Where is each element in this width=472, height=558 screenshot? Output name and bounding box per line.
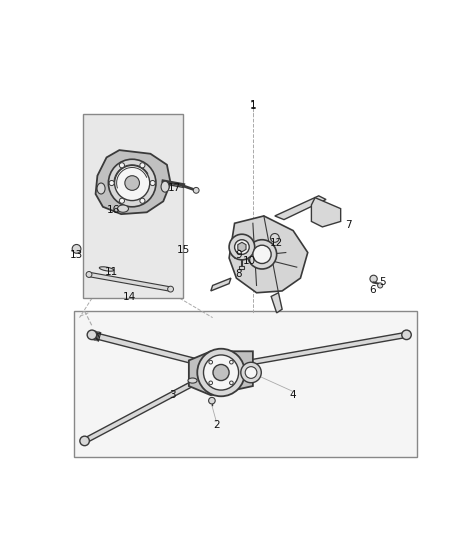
Circle shape [115, 166, 150, 200]
Circle shape [253, 245, 271, 263]
Circle shape [80, 436, 89, 446]
Circle shape [125, 176, 140, 190]
Circle shape [402, 330, 411, 340]
Text: 17: 17 [168, 183, 181, 193]
Ellipse shape [118, 205, 128, 212]
Circle shape [109, 180, 114, 186]
Circle shape [209, 381, 212, 384]
Circle shape [150, 180, 155, 186]
Circle shape [193, 187, 199, 193]
Text: 12: 12 [270, 238, 283, 248]
Circle shape [168, 286, 174, 292]
Circle shape [209, 397, 215, 404]
Text: 4: 4 [290, 390, 296, 400]
Text: 5: 5 [379, 277, 385, 287]
Circle shape [270, 233, 279, 242]
Polygon shape [83, 113, 183, 298]
Ellipse shape [97, 183, 105, 194]
Text: 6: 6 [370, 285, 376, 295]
Bar [239, 266, 244, 269]
Ellipse shape [161, 181, 169, 192]
Polygon shape [189, 352, 253, 395]
Text: 13: 13 [70, 250, 83, 260]
Circle shape [247, 240, 277, 269]
Polygon shape [211, 278, 231, 291]
Polygon shape [89, 272, 171, 291]
Circle shape [197, 349, 245, 396]
Polygon shape [219, 333, 407, 371]
Text: 3: 3 [169, 390, 176, 400]
Polygon shape [275, 196, 326, 220]
Circle shape [229, 234, 255, 260]
Text: 7: 7 [345, 220, 351, 230]
Circle shape [203, 355, 239, 390]
Circle shape [109, 159, 156, 207]
Polygon shape [84, 374, 207, 443]
Circle shape [370, 275, 377, 282]
Circle shape [86, 272, 92, 277]
Circle shape [119, 198, 125, 203]
Text: 1: 1 [250, 101, 256, 111]
Polygon shape [91, 332, 221, 371]
Polygon shape [95, 150, 170, 214]
Circle shape [72, 244, 81, 253]
Polygon shape [238, 242, 246, 252]
Bar [74, 311, 417, 458]
Ellipse shape [99, 267, 114, 271]
Ellipse shape [271, 236, 278, 241]
Polygon shape [229, 216, 308, 293]
Circle shape [245, 367, 257, 378]
Circle shape [229, 381, 233, 384]
Circle shape [140, 163, 145, 168]
Circle shape [229, 360, 233, 364]
Text: 16: 16 [107, 205, 120, 215]
Text: 8: 8 [235, 269, 242, 279]
Circle shape [140, 198, 145, 203]
Circle shape [209, 360, 212, 364]
Circle shape [235, 240, 249, 254]
Text: 1: 1 [250, 100, 257, 110]
Text: 2: 2 [213, 420, 219, 430]
Circle shape [119, 163, 125, 168]
Circle shape [213, 364, 229, 381]
Text: 10: 10 [243, 256, 256, 266]
Text: 9: 9 [235, 250, 242, 260]
Polygon shape [312, 198, 341, 227]
Text: 11: 11 [104, 267, 118, 277]
Circle shape [241, 362, 261, 383]
Ellipse shape [188, 378, 197, 383]
Text: 15: 15 [177, 245, 190, 255]
Circle shape [87, 330, 97, 340]
Text: 14: 14 [123, 292, 136, 302]
Polygon shape [271, 293, 282, 313]
Circle shape [378, 283, 383, 288]
